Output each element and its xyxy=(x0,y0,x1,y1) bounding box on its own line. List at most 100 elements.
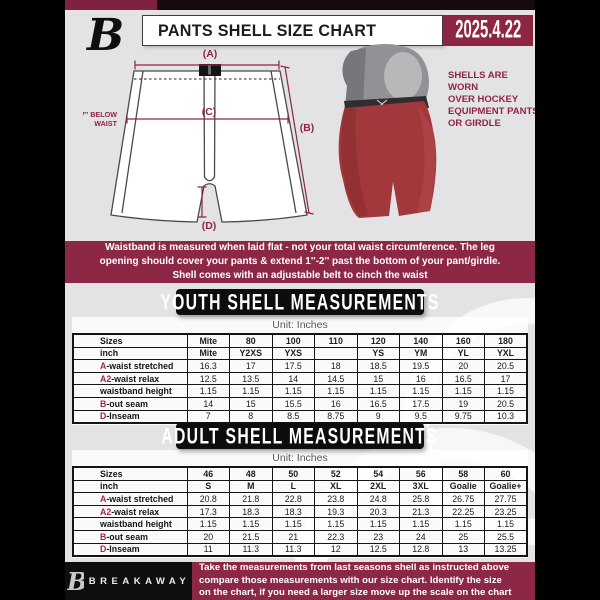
adult-measurements-table: Sizes 46 48 50 52 54 56 58 60 inch S M L XL 2XL 3XL Goal… xyxy=(72,466,528,558)
measurement-cell: 8.5 xyxy=(271,409,315,424)
top-accent-strip xyxy=(65,0,535,10)
youth-section-heading: YOUTH SHELL MEASUREMENTS xyxy=(160,289,438,315)
adult-section-heading: ADULT SHELL MEASUREMENTS xyxy=(162,423,437,449)
row-label: A-waist stretched xyxy=(72,359,188,373)
measurement-cell: 18.5 xyxy=(356,359,400,373)
row-label: waistband height xyxy=(72,384,188,398)
measurement-cell: 16.3 xyxy=(186,359,230,373)
breakaway-b-logo-icon: B xyxy=(67,568,84,594)
label-c: (C) xyxy=(202,106,217,118)
footer-brand: B BREAKAWAY xyxy=(65,562,192,600)
measurement-cell: 120 xyxy=(356,333,400,348)
waist-note-line2: WAIST xyxy=(94,119,117,128)
measurement-cell: 17 xyxy=(229,359,273,373)
measurement-cell: 25.5 xyxy=(484,529,528,544)
measurement-cell: Goalie xyxy=(441,479,485,494)
measurement-cell: 1.15 xyxy=(399,517,443,531)
measurement-cell: 1.15 xyxy=(229,517,273,531)
measurement-cell: 110 xyxy=(314,333,358,348)
measurement-cell: 3XL xyxy=(399,479,443,494)
youth-table-panel: Unit: Inches Sizes Mite 80 100 110 120 140 160 1… xyxy=(72,317,528,425)
measurement-cell: 54 xyxy=(356,466,400,481)
measurement-cell: 14.5 xyxy=(314,371,358,386)
measurement-cell: 1.15 xyxy=(186,384,230,398)
document-page: B PANTS SHELL SIZE CHART 2025.4.22 (A) (… xyxy=(65,0,535,600)
measurement-cell: YXL xyxy=(484,346,528,361)
measurement-cell: 18.3 xyxy=(229,504,273,519)
measurement-cell: 16.5 xyxy=(356,396,400,411)
youth-measurements-table: Sizes Mite 80 100 110 120 140 160 180 inch Mite Y2X… xyxy=(72,333,528,425)
measurement-cell: 16 xyxy=(399,371,443,386)
measurement-cell: 18 xyxy=(314,359,358,373)
measurement-cell: 23.8 xyxy=(314,492,358,506)
measurement-cell: YM xyxy=(399,346,443,361)
measurement-cell: 11 xyxy=(186,542,230,557)
measurement-cell: 18.3 xyxy=(271,504,315,519)
measurement-cell: 16 xyxy=(314,396,358,411)
measurement-cell: 17.3 xyxy=(186,504,230,519)
page-title-box: PANTS SHELL SIZE CHART xyxy=(142,15,443,46)
measurement-cell: 180 xyxy=(484,333,528,348)
measurement-cell: 1.15 xyxy=(356,384,400,398)
photo-note: SHELLS ARE WORN OVER HOCKEY EQUIPMENT PANT… xyxy=(448,70,535,129)
measurement-cell: 48 xyxy=(229,466,273,481)
row-label: B-out seam xyxy=(72,396,188,411)
measurement-cell: 13.5 xyxy=(229,371,273,386)
measurement-cell: 1.15 xyxy=(314,517,358,531)
measurement-cell: 10.3 xyxy=(484,409,528,424)
svg-text:B: B xyxy=(85,12,124,56)
footer: B BREAKAWAY Take the measurements from l… xyxy=(65,562,535,600)
measurement-cell: L xyxy=(271,479,315,494)
measurement-cell: 11.3 xyxy=(229,542,273,557)
measurement-cell: YXS xyxy=(271,346,315,361)
adult-unit-label: Unit: Inches xyxy=(272,452,328,464)
measurement-cell: YS xyxy=(356,346,400,361)
measurement-cell: 19 xyxy=(441,396,485,411)
youth-unit-label: Unit: Inches xyxy=(272,319,328,331)
measurement-cell: 17.5 xyxy=(271,359,315,373)
measurement-notice: Waistband is measured when laid flat - n… xyxy=(65,241,535,283)
date-text: 2025.4.22 xyxy=(455,16,521,44)
measurement-cell: 21.5 xyxy=(229,529,273,544)
measurement-cell: 19.3 xyxy=(314,504,358,519)
measurement-cell: Goalie+ xyxy=(484,479,528,494)
measurement-cell: 25.8 xyxy=(399,492,443,506)
measurement-cell: 24 xyxy=(399,529,443,544)
measurement-cell: 1.15 xyxy=(441,517,485,531)
row-label: D-Inseam xyxy=(72,409,188,424)
measurement-cell: Mite xyxy=(186,333,230,348)
measurement-cell: 24.8 xyxy=(356,492,400,506)
measurement-cell: 7 xyxy=(186,409,230,424)
measurement-cell: 15 xyxy=(356,371,400,386)
measurement-cell: 20.5 xyxy=(484,359,528,373)
measurement-cell: XL xyxy=(314,479,358,494)
measurement-cell: 160 xyxy=(441,333,485,348)
measurement-cell: 56 xyxy=(399,466,443,481)
row-label: A2-waist relax xyxy=(72,504,188,519)
measurement-cell: 8.75 xyxy=(314,409,358,424)
label-a: (A) xyxy=(203,48,218,60)
row-label: Sizes xyxy=(72,333,188,348)
adult-table-panel: Unit: Inches Sizes 46 48 50 52 54 56 58 60 inch S M… xyxy=(72,450,528,558)
measurement-cell: 17.5 xyxy=(399,396,443,411)
measurement-cell: YL xyxy=(441,346,485,361)
measurement-cell: 1.15 xyxy=(356,517,400,531)
brand-name: BREAKAWAY xyxy=(88,575,191,587)
measurement-cell: 23.25 xyxy=(484,504,528,519)
measurement-cell: 12 xyxy=(314,542,358,557)
measurement-cell: 26.75 xyxy=(441,492,485,506)
footer-instructions: Take the measurements from last seasons … xyxy=(192,562,535,600)
measurement-cell: 22.8 xyxy=(271,492,315,506)
label-d: (D) xyxy=(202,220,217,232)
measurement-cell: 60 xyxy=(484,466,528,481)
row-label: A-waist stretched xyxy=(72,492,188,506)
row-label: inch xyxy=(72,479,188,494)
measurement-cell: 1.15 xyxy=(271,517,315,531)
shorts-outline xyxy=(110,70,308,223)
row-label: A2-waist relax xyxy=(72,371,188,386)
measurement-cell: 12.5 xyxy=(186,371,230,386)
measurement-cell: 1.15 xyxy=(484,384,528,398)
waist-note-line1: 7'' BELOW xyxy=(83,110,117,119)
measurement-cell: 1.15 xyxy=(441,384,485,398)
